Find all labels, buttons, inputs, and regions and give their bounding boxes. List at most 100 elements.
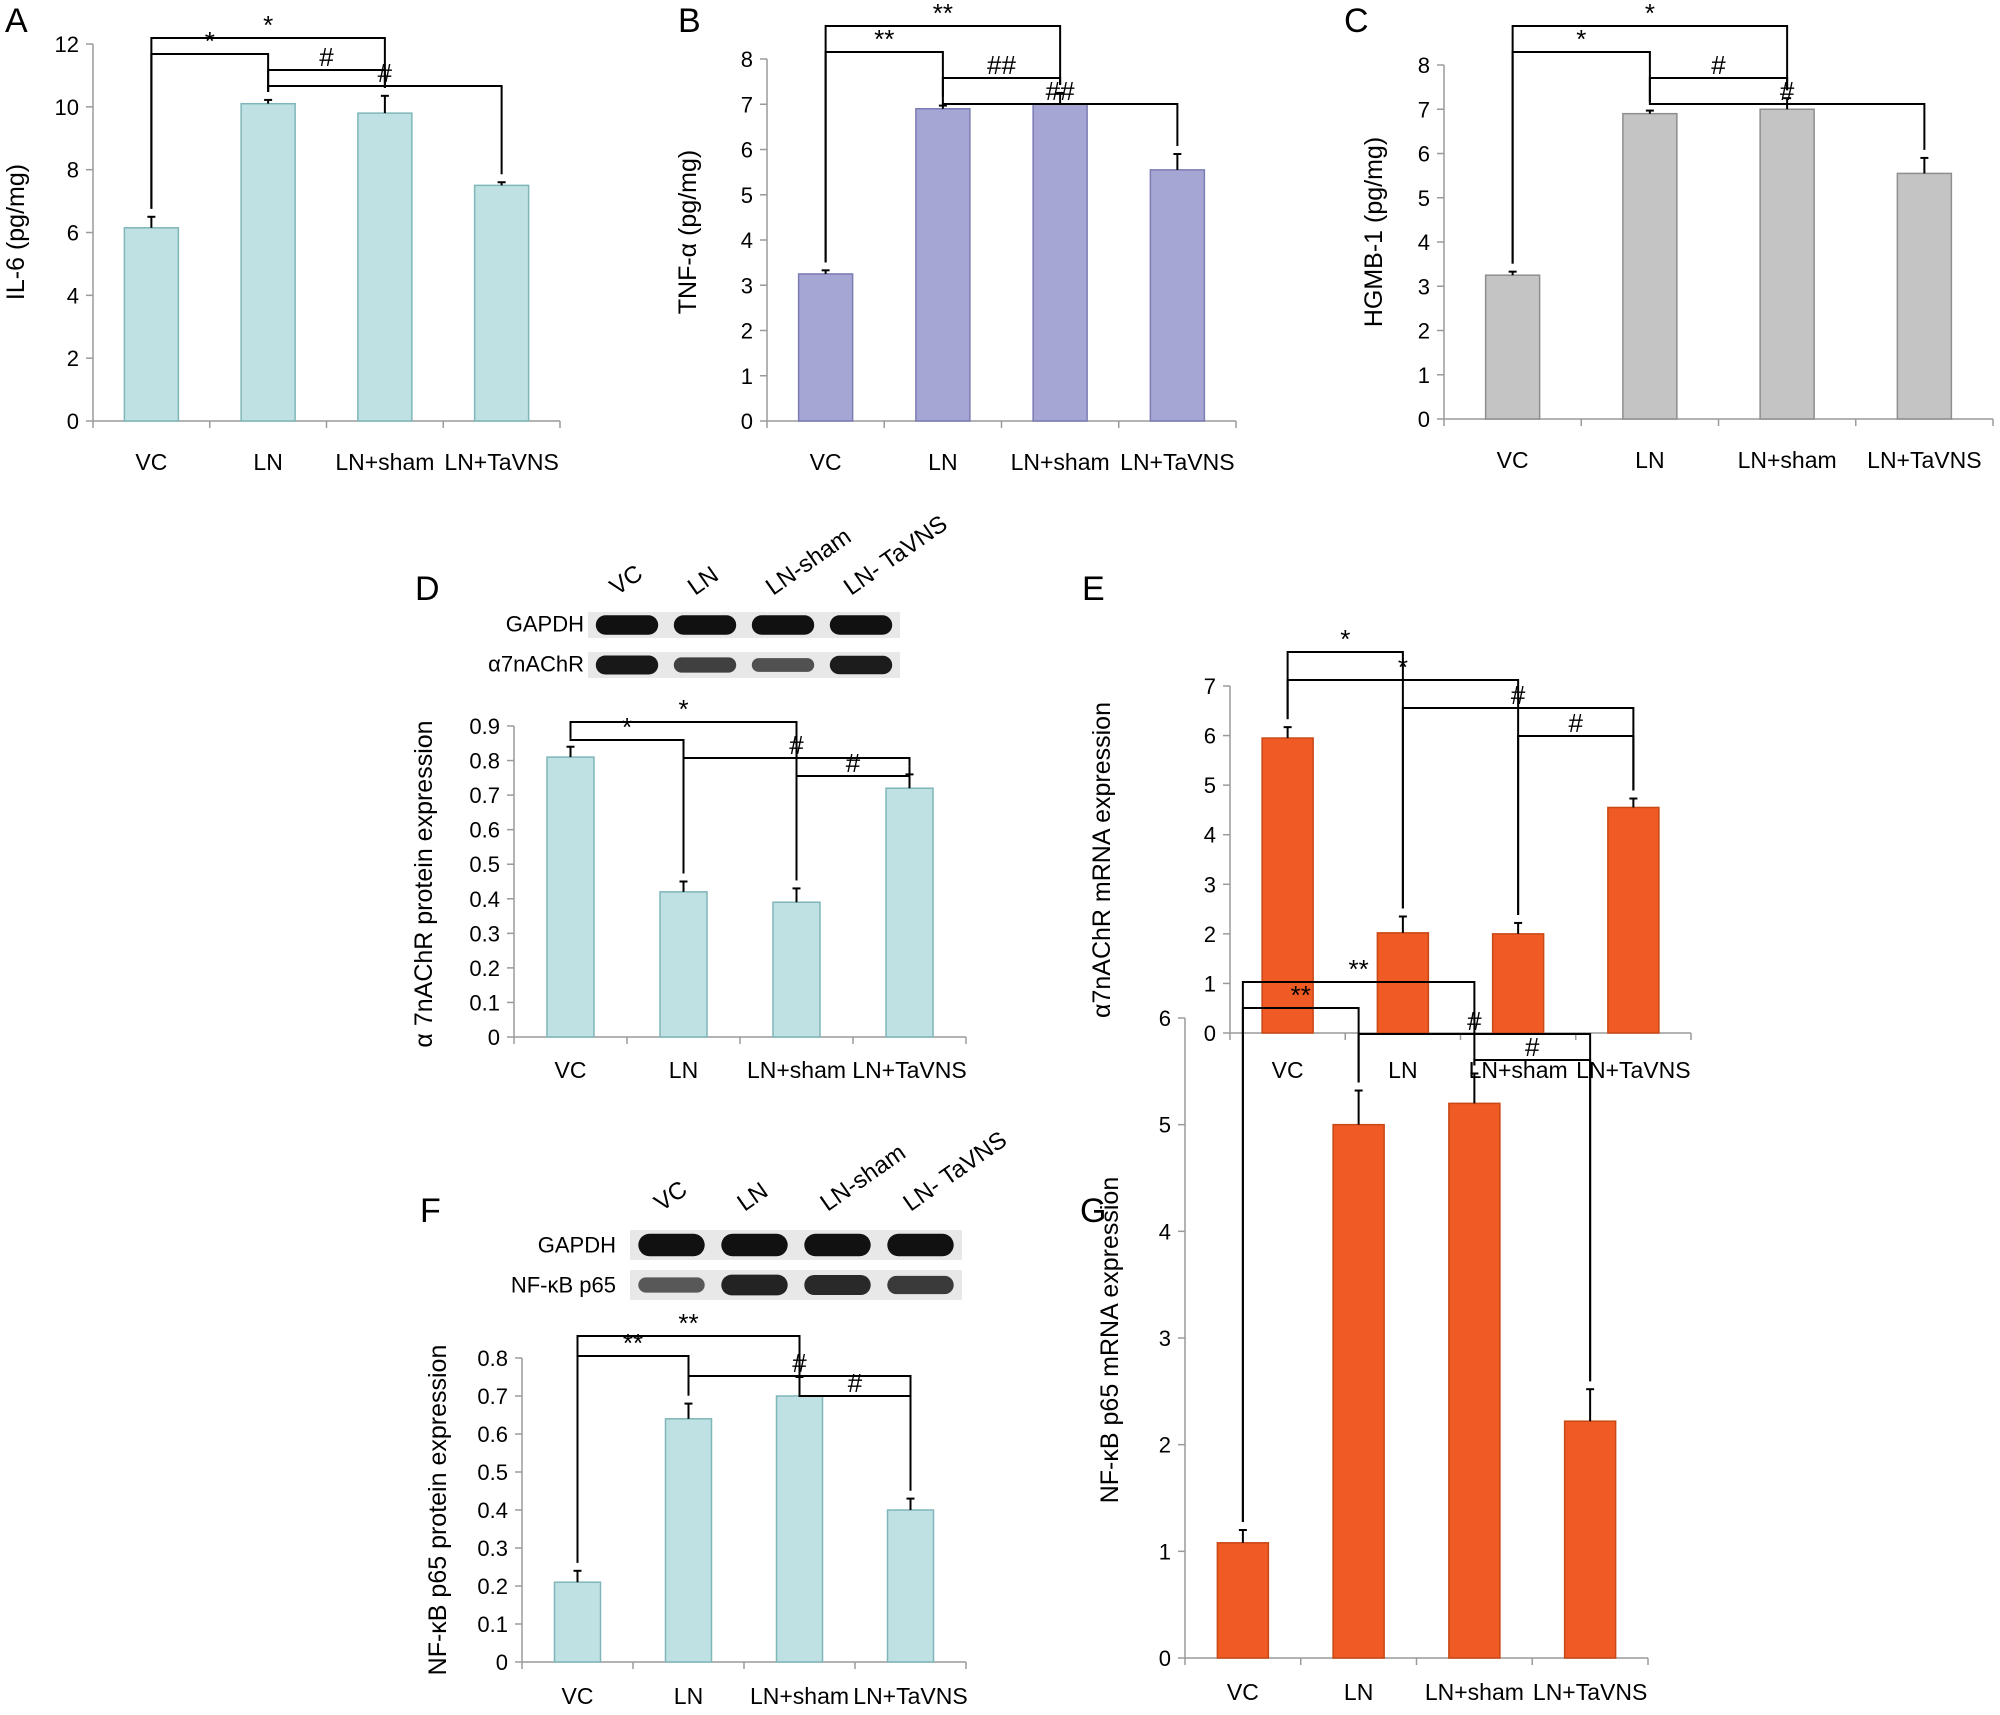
category-label: VC	[1227, 1679, 1259, 1705]
category-label: VC	[1272, 1057, 1304, 1083]
y-tick-label: 1	[1418, 363, 1430, 388]
significance-mark: #	[1525, 1032, 1540, 1062]
significance-mark: *	[205, 26, 215, 56]
blot-band	[595, 655, 659, 675]
y-tick-label: 3	[1204, 872, 1216, 897]
bar	[473, 184, 530, 422]
category-label: LN+TaVNS	[1120, 449, 1234, 475]
panel-g: G 0 1 2 3 4 5 6 NF-κB p65 mRNA expression VC LN LN+…	[1080, 954, 1649, 1705]
y-tick-label: 4	[1418, 230, 1430, 255]
y-tick-label: 5	[1159, 1113, 1171, 1138]
category-label: LN	[1388, 1057, 1417, 1083]
panel-d: D 0 0.1 0.2 0.3 0.4 0.5 0.6 0.7 0.8 0.9 α 7nAChR pr…	[410, 510, 967, 1083]
y-tick-label: 0	[488, 1025, 500, 1050]
y-axis-label: NF-κB p65 mRNA expression	[1096, 1177, 1124, 1504]
panel-letter: E	[1082, 570, 1105, 608]
significance-bracket	[682, 757, 911, 874]
panel-b: B 0 1 2 3 4 5 6 7 8 TNF-α (pg/mg) VC LN LN+sham LN+TaV…	[674, 0, 1237, 475]
blot-row-label: NF-κB p65	[511, 1273, 616, 1298]
blot-band	[638, 1233, 705, 1257]
panel-letter: D	[415, 570, 440, 608]
bar	[915, 108, 971, 422]
y-tick-label: 0.7	[477, 1384, 508, 1409]
y-tick-label: 5	[1418, 186, 1430, 211]
significance-mark: #	[789, 730, 804, 760]
y-tick-label: 0.6	[469, 818, 500, 843]
category-label: LN	[674, 1683, 703, 1709]
significance-mark: **	[1349, 954, 1369, 984]
bar	[240, 102, 296, 422]
blot-band	[721, 1233, 788, 1257]
blot-lane-label: VC	[605, 560, 648, 601]
y-tick-label: 8	[741, 47, 753, 72]
blot-band	[595, 615, 659, 635]
category-label: LN+sham	[750, 1683, 849, 1709]
category-label: LN+TaVNS	[1533, 1679, 1647, 1705]
y-tick-label: 2	[1418, 319, 1430, 344]
bar	[1563, 1420, 1617, 1659]
y-tick-label: 2	[741, 319, 753, 344]
y-tick-label: 10	[55, 95, 79, 120]
y-tick-label: 0.9	[469, 714, 500, 739]
y-tick-label: 4	[1159, 1219, 1171, 1244]
category-label: LN+TaVNS	[852, 1057, 966, 1083]
category-label: VC	[562, 1683, 594, 1709]
y-tick-label: 7	[1418, 97, 1430, 122]
y-tick-label: 2	[1159, 1433, 1171, 1458]
y-tick-label: 0.3	[469, 921, 500, 946]
bar	[1484, 274, 1541, 420]
significance-mark: *	[263, 10, 273, 40]
bar	[775, 1395, 824, 1663]
significance-mark: **	[1291, 980, 1311, 1010]
significance-mark: *	[1398, 652, 1408, 682]
blot-band	[751, 658, 815, 672]
y-tick-label: 1	[741, 364, 753, 389]
y-tick-label: 0	[496, 1650, 508, 1675]
blot-band	[673, 657, 737, 673]
category-label: VC	[810, 449, 842, 475]
y-tick-label: 0.8	[469, 749, 500, 774]
panel-letter: A	[5, 2, 28, 40]
y-tick-label: 6	[1418, 142, 1430, 167]
y-axis-label: α 7nAChR protein expression	[410, 720, 438, 1047]
y-tick-label: 2	[67, 346, 79, 371]
category-label: LN+sham	[1469, 1057, 1568, 1083]
y-tick-label: 4	[1204, 823, 1216, 848]
blot-band	[804, 1233, 871, 1257]
significance-mark: **	[623, 1328, 643, 1358]
y-tick-label: 6	[1204, 724, 1216, 749]
y-tick-label: 0.1	[477, 1612, 508, 1637]
y-tick-label: 0.2	[477, 1574, 508, 1599]
panel-letter: F	[420, 1192, 441, 1230]
blot-band	[829, 615, 893, 635]
y-tick-label: 0.5	[477, 1460, 508, 1485]
bar	[1759, 108, 1815, 420]
significance-bracket	[824, 51, 944, 263]
significance-bracket	[798, 1369, 912, 1491]
category-label: LN	[253, 449, 282, 475]
significance-mark: **	[678, 1308, 698, 1338]
significance-mark: #	[792, 1348, 807, 1378]
y-axis-label: α7nAChR mRNA expression	[1088, 702, 1116, 1018]
bar	[1607, 806, 1660, 1034]
y-tick-label: 0	[1159, 1646, 1171, 1671]
y-tick-label: 5	[1204, 773, 1216, 798]
significance-mark: #	[1511, 680, 1526, 710]
y-axis-label: IL-6 (pg/mg)	[2, 164, 30, 300]
y-tick-label: 7	[741, 92, 753, 117]
significance-bracket	[1473, 1059, 1592, 1382]
panel-f: F 0 0.1 0.2 0.3 0.4 0.5 0.6 0.7 0.8 NF-κB p65 prot…	[420, 1126, 1012, 1709]
y-tick-label: 6	[67, 221, 79, 246]
bar	[1149, 169, 1206, 422]
category-label: LN	[1344, 1679, 1373, 1705]
significance-bracket	[941, 77, 1062, 98]
category-label: LN+sham	[1425, 1679, 1524, 1705]
panel-letter: C	[1344, 2, 1369, 40]
significance-mark: *	[622, 712, 632, 742]
bar	[1032, 103, 1088, 422]
significance-mark: **	[933, 0, 953, 28]
bar	[1261, 737, 1314, 1034]
bar	[546, 756, 595, 1038]
significance-bracket	[1648, 102, 1926, 150]
panel-letter: G	[1080, 1192, 1106, 1230]
